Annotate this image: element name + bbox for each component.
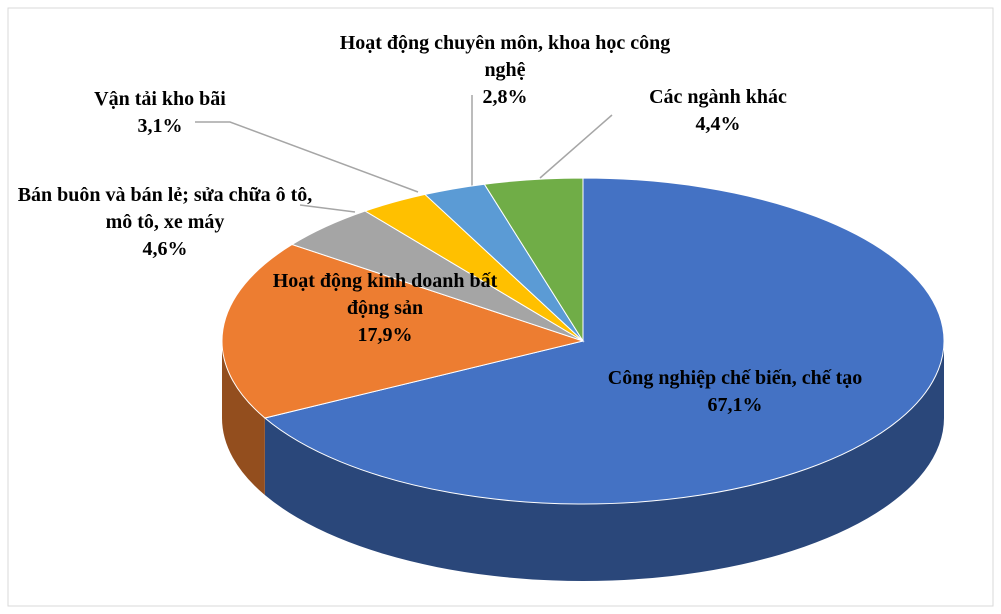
slice-side	[222, 341, 265, 496]
label-box: Các ngành khác 4,4%	[608, 84, 828, 138]
slice	[483, 177, 584, 343]
label-box: Bán buôn và bán lẻ; sửa chữa ô tô, mô tô…	[5, 182, 325, 263]
value-label: 67,1%	[707, 394, 763, 416]
value-label: 4,6%	[142, 238, 188, 260]
category-label: Bán buôn và bán lẻ; sửa chữa ô tô, mô tô…	[17, 184, 313, 233]
category-label: Các ngành khác	[649, 86, 787, 108]
slice	[221, 243, 585, 419]
leader-line	[195, 121, 419, 193]
data-label: Bán buôn và bán lẻ; sửa chữa ô tô, mô tô…	[5, 182, 325, 263]
slices	[221, 177, 945, 505]
slice-sides	[222, 341, 944, 581]
leader-line	[539, 114, 613, 179]
label-box: Công nghiệp chế biến, chế tạo 67,1%	[605, 365, 865, 419]
slice-side	[264, 341, 944, 581]
data-label: Công nghiệp chế biến, chế tạo 67,1%	[605, 365, 865, 419]
data-label: Hoạt động chuyên môn, khoa học công nghệ…	[335, 30, 675, 111]
category-label: Công nghiệp chế biến, chế tạo	[607, 367, 863, 389]
data-label: Các ngành khác 4,4%	[608, 84, 828, 138]
category-label: Vận tải kho bãi	[94, 88, 226, 110]
data-label: Vận tải kho bãi 3,1%	[50, 86, 270, 140]
data-label: Hoạt động kinh doanh bất động sản 17,9%	[270, 268, 500, 349]
category-label: Hoạt động chuyên môn, khoa học công nghệ	[339, 32, 671, 81]
label-box: Hoạt động chuyên môn, khoa học công nghệ…	[335, 30, 675, 111]
leader-lines	[195, 95, 613, 213]
slice	[263, 177, 945, 505]
value-label: 3,1%	[137, 115, 183, 137]
label-box: Vận tải kho bãi 3,1%	[50, 86, 270, 140]
leader-line	[299, 204, 356, 213]
category-label: Hoạt động kinh doanh bất động sản	[272, 270, 498, 319]
value-label: 17,9%	[357, 324, 413, 346]
label-box: Hoạt động kinh doanh bất động sản 17,9%	[270, 268, 500, 349]
value-label: 2,8%	[482, 86, 528, 108]
value-label: 4,4%	[695, 113, 741, 135]
